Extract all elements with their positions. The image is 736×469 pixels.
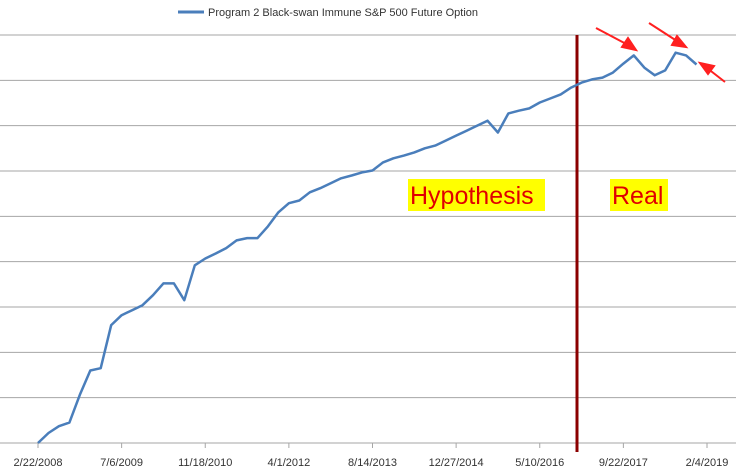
x-tick-label: 12/27/2014 <box>429 457 484 469</box>
arrow-head <box>620 36 639 52</box>
x-tick-label: 11/18/2010 <box>178 457 232 469</box>
arrow-head <box>670 34 689 49</box>
annotation: Hypothesis <box>410 182 534 210</box>
x-tick-label: 4/1/2012 <box>267 457 310 469</box>
annotation-bg <box>408 179 545 211</box>
x-tick-label: 9/22/2017 <box>599 457 648 469</box>
grid: 2/22/2008 7/6/2009 11/18/2010 4/1/2012 8/14/… <box>0 34 736 469</box>
x-tick-label: 2/22/2008 <box>14 457 63 469</box>
annotation-bg <box>610 179 668 211</box>
legend-label: Program 2 Black-swan Immune S&P 500 Futu… <box>208 7 478 19</box>
series-line <box>37 51 698 444</box>
x-tick-label: 8/14/2013 <box>348 457 397 469</box>
annotation: Real <box>612 182 663 210</box>
arrow-head <box>697 61 716 76</box>
x-tick-label: 7/6/2009 <box>100 457 143 469</box>
plot <box>37 51 698 444</box>
arrows <box>595 22 726 83</box>
x-tick-label: 2/4/2019 <box>686 457 729 469</box>
x-tick-label: 5/10/2016 <box>515 457 564 469</box>
